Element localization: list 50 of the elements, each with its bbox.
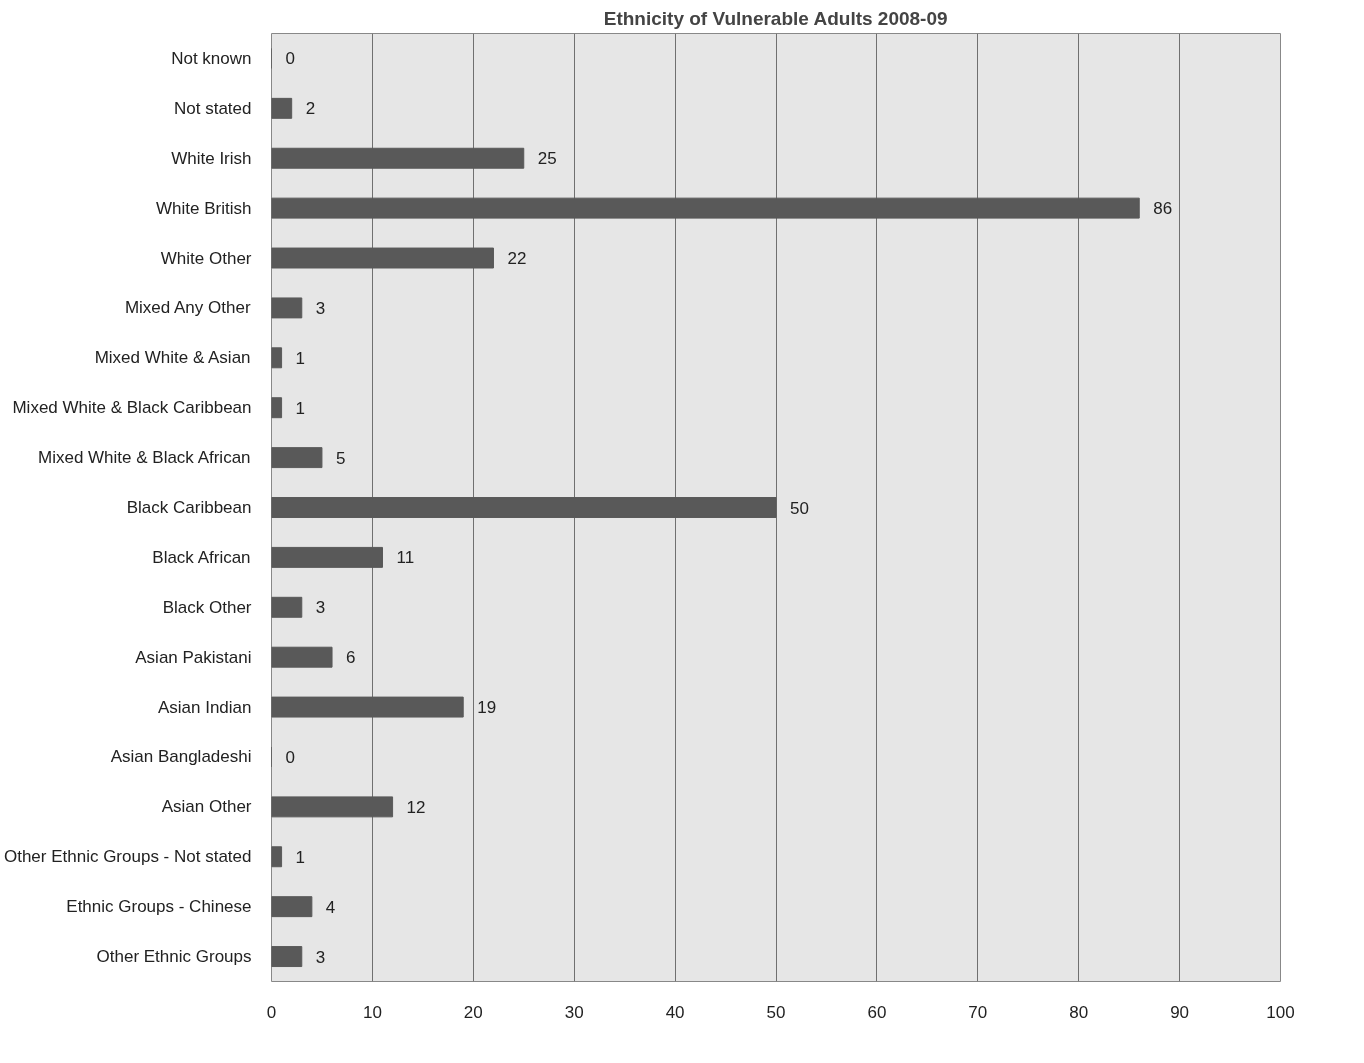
y-tick-label: White Irish (171, 148, 252, 168)
y-tick-label: White Other (160, 248, 252, 268)
data-label: 3 (315, 298, 326, 318)
x-tick-label: 100 (1266, 1002, 1295, 1022)
y-tick-label: Asian Indian (157, 697, 252, 717)
chart-title: Ethnicity of Vulnerable Adults 2008-09 (603, 7, 948, 29)
x-tick-label: 20 (463, 1002, 483, 1022)
y-tick-label: Other Ethnic Groups - Not stated (3, 847, 252, 867)
y-tick-label: Mixed Any Other (124, 298, 251, 318)
data-label: 3 (315, 598, 326, 618)
y-tick-label: Ethnic Groups - Chinese (66, 897, 252, 917)
x-tick-label: 40 (665, 1002, 685, 1022)
y-tick-label: Black Caribbean (126, 498, 252, 517)
data-label: 12 (406, 797, 426, 817)
x-tick-label: 80 (1069, 1002, 1089, 1022)
y-tick-label: White British (156, 198, 252, 218)
y-tick-label: Not known (171, 48, 252, 68)
data-label: 0 (285, 747, 295, 767)
data-label: 1 (295, 348, 306, 368)
data-label: 2 (305, 99, 316, 119)
data-label: 1 (295, 398, 306, 418)
x-tick-label: 0 (266, 1002, 277, 1022)
data-label: 1 (295, 847, 306, 867)
y-tick-label: Asian Pakistani (135, 647, 252, 667)
data-label: 11 (396, 548, 415, 568)
x-tick-label: 10 (362, 1002, 382, 1022)
data-label: 25 (537, 149, 557, 169)
data-label: 19 (477, 698, 497, 718)
x-tick-label: 70 (968, 1002, 988, 1022)
x-tick-label: 50 (766, 1002, 786, 1022)
y-tick-label: Black Other (162, 597, 252, 617)
data-label: 86 (1153, 199, 1173, 219)
y-tick-label: Other Ethnic Groups (96, 947, 252, 967)
x-tick-label: 60 (867, 1002, 887, 1022)
y-tick-label: Mixed White & Black Caribbean (12, 398, 252, 418)
data-label: 6 (346, 648, 356, 668)
y-tick-label: Not stated (174, 98, 252, 118)
data-label: 5 (335, 448, 346, 468)
data-label: 4 (325, 897, 336, 917)
data-label: 50 (790, 498, 809, 518)
x-tick-label: 30 (564, 1002, 584, 1022)
y-tick-label: Asian Other (161, 797, 252, 817)
data-label: 0 (285, 49, 295, 69)
data-label: 3 (315, 947, 326, 967)
y-tick-label: Black African (152, 547, 251, 567)
y-tick-label: Mixed White & Asian (94, 348, 251, 368)
y-tick-label: Mixed White & Black African (37, 448, 251, 468)
data-label: 22 (507, 249, 527, 269)
x-tick-label: 90 (1170, 1002, 1190, 1022)
y-tick-label: Asian Bangladeshi (110, 747, 252, 767)
